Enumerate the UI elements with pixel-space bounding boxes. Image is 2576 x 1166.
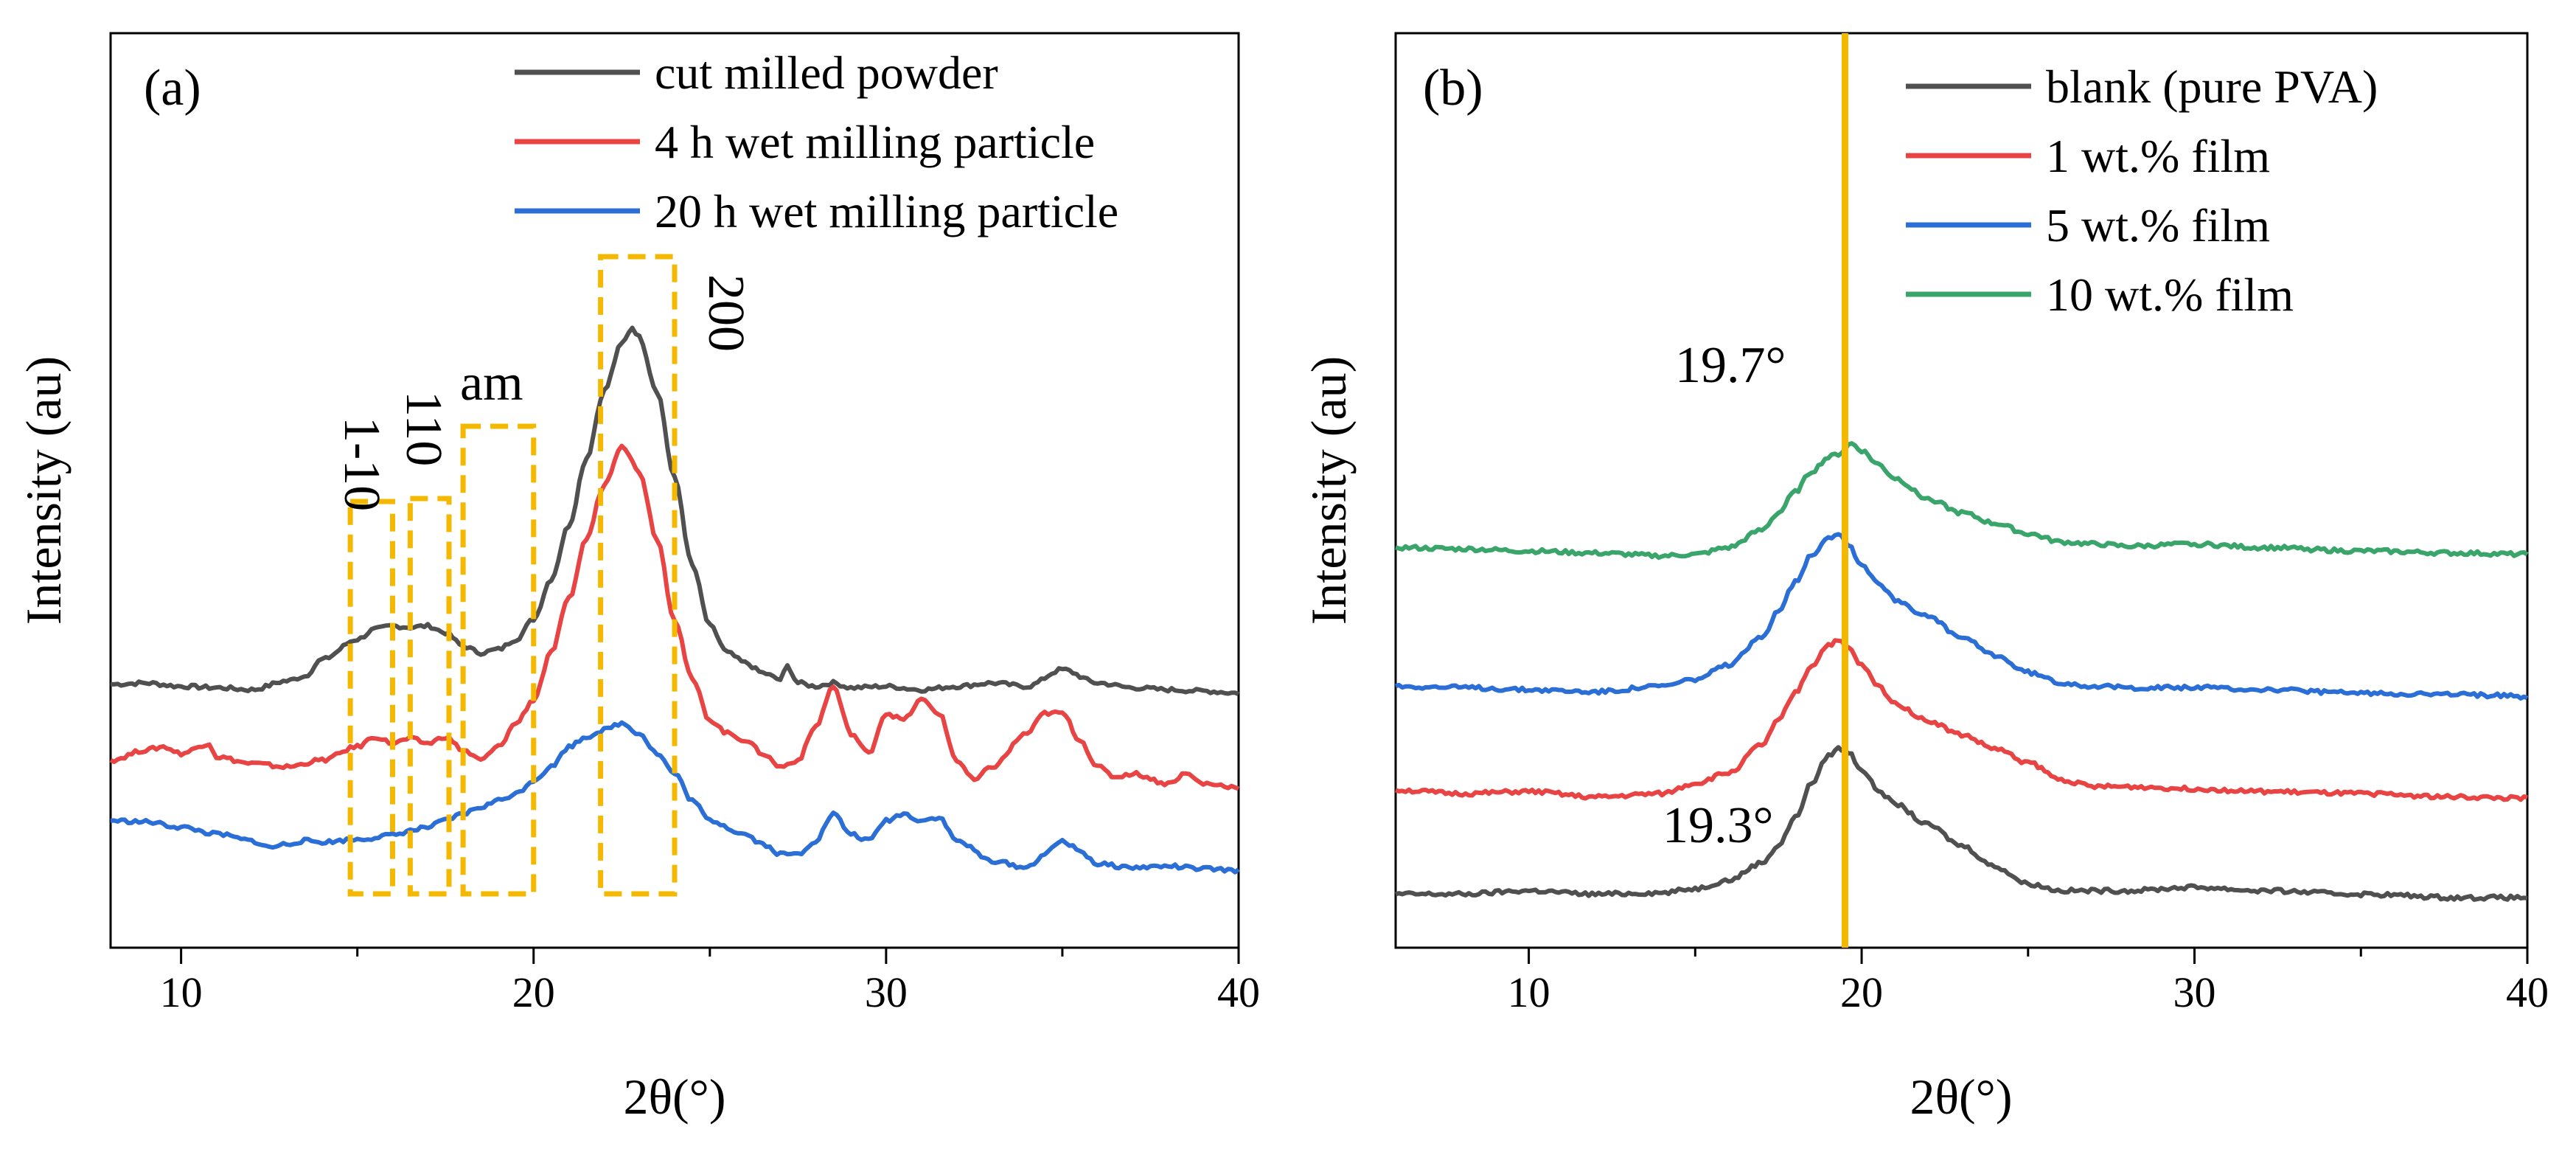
legend-label-a-0: cut milled powder	[655, 46, 998, 99]
series-line-b-3	[1395, 441, 2529, 561]
x-tick-label-b-3: 40	[2506, 968, 2549, 1016]
x-tick-label-b-2: 30	[2173, 968, 2216, 1016]
x-ticks-a: 10 20 30 40	[160, 948, 1260, 1016]
legend-label-a-1: 4 h wet milling particle	[655, 116, 1095, 168]
legend-item-a-2: 20 h wet milling particle	[515, 185, 1118, 237]
x-tick-label-a-2: 30	[865, 968, 908, 1016]
annotation-200: 200	[697, 274, 754, 352]
x-tick-label-b-0: 10	[1508, 968, 1550, 1016]
x-tick-label-a-1: 20	[512, 968, 555, 1016]
series-line-b-1	[1395, 638, 2528, 802]
legend-label-b-3: 10 wt.% film	[2046, 268, 2294, 321]
legend-label-a-2: 20 h wet milling particle	[655, 185, 1118, 237]
legend-item-a-0: cut milled powder	[515, 46, 998, 99]
legend-a: cut milled powder 4 h wet milling partic…	[515, 46, 1118, 237]
annotation-19-3: 19.3°	[1663, 797, 1774, 854]
highlight-boxes-a	[347, 254, 678, 897]
legend-label-b-0: blank (pure PVA)	[2046, 60, 2378, 113]
x-ticks-b: 10 20 30 40	[1508, 948, 2549, 1016]
panel-a: 10 20 30 40 (a) 1-10 110 am 200 cut milled …	[15, 32, 1260, 1125]
plot-frame-a	[109, 32, 1240, 949]
x-tick-label-a-0: 10	[160, 968, 203, 1016]
x-axis-title-b: 2θ(°)	[1910, 1069, 2012, 1125]
series-line-b-0	[1395, 745, 2528, 902]
x-tick-label-b-1: 20	[1840, 968, 1883, 1016]
legend-item-b-1: 1 wt.% film	[1906, 130, 2270, 182]
legend-item-b-3: 10 wt.% film	[1906, 268, 2294, 321]
y-axis-title-b: Intensity (au)	[1301, 356, 1357, 625]
annotation-am: am	[460, 355, 523, 412]
legend-label-b-2: 5 wt.% film	[2046, 199, 2270, 251]
series-group-b	[1395, 441, 2529, 902]
panel-label-b: (b)	[1423, 60, 1483, 117]
legend-label-b-1: 1 wt.% film	[2046, 130, 2270, 182]
highlight-box-1	[407, 496, 452, 897]
highlight-box-2	[460, 423, 537, 897]
annotation-19-7: 19.7°	[1675, 337, 1786, 394]
series-line-a-2	[110, 720, 1240, 875]
x-axis-title-a: 2θ(°)	[623, 1069, 725, 1125]
legend-b: blank (pure PVA) 1 wt.% film 5 wt.% film…	[1906, 60, 2378, 321]
y-axis-title-a: Intensity (au)	[15, 356, 72, 625]
series-line-b-2	[1395, 532, 2529, 701]
panel-b: 10 20 30 40 (b) 19.7° 19.3° blank (pure PVA…	[1301, 32, 2549, 1125]
annotation-1-10: 1-10	[333, 417, 390, 511]
highlight-box-3	[598, 254, 678, 897]
plot-frame-b	[1394, 32, 2529, 949]
panel-label-a: (a)	[144, 60, 201, 117]
series-line-a-0	[111, 325, 1240, 697]
legend-item-b-0: blank (pure PVA)	[1906, 60, 2378, 113]
legend-item-b-2: 5 wt.% film	[1906, 199, 2270, 251]
legend-item-a-1: 4 h wet milling particle	[515, 116, 1095, 168]
x-tick-label-a-3: 40	[1217, 968, 1260, 1016]
annotation-110: 110	[395, 391, 452, 466]
